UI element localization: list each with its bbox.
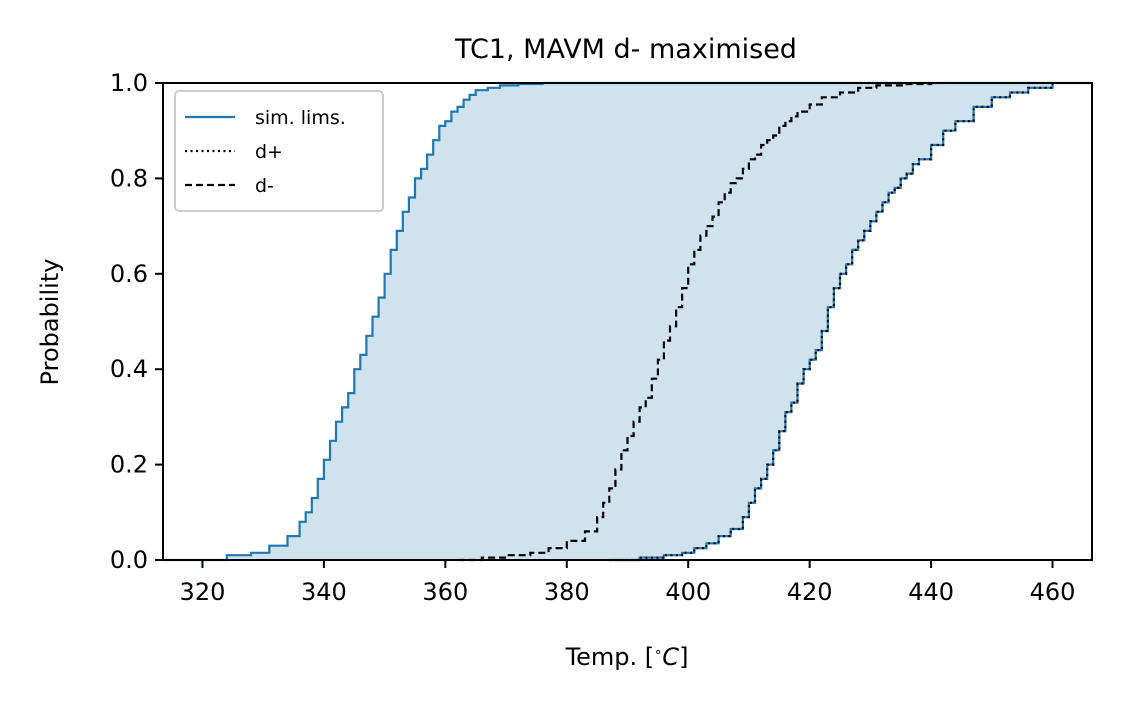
legend-label-sim-lims: sim. lims.	[255, 107, 346, 129]
y-tick-label: 0.8	[110, 164, 148, 192]
x-tick-label: 460	[1030, 578, 1076, 606]
x-tick-label: 320	[180, 578, 226, 606]
y-tick-label: 1.0	[110, 69, 148, 97]
legend-label-d-plus: d+	[255, 141, 283, 163]
legend-box	[174, 90, 384, 212]
series-d-minus	[457, 82, 933, 562]
chart-title: TC1, MAVM d- maximised	[454, 34, 797, 65]
x-tick-label: 440	[908, 578, 954, 606]
y-tick-label: 0.6	[110, 260, 148, 288]
series-sim-lims-left	[202, 82, 544, 562]
x-tick-label: 360	[422, 578, 468, 606]
legend-label-d-minus: d-	[255, 175, 274, 197]
series-d-plus	[609, 83, 1054, 562]
y-tick-label: 0.4	[110, 355, 148, 383]
x-tick-label: 380	[544, 578, 590, 606]
y-tick-label: 0.2	[110, 451, 148, 479]
x-tick-label: 420	[787, 578, 833, 606]
y-axis-label: Probability	[36, 259, 64, 386]
plot-frame	[162, 82, 1093, 561]
fill-between-area	[202, 83, 1053, 560]
x-tick-label: 340	[301, 578, 347, 606]
x-axis-label: Temp. [∘C]	[565, 643, 689, 671]
y-tick-label: 0.0	[110, 546, 148, 574]
x-tick-label: 400	[665, 578, 711, 606]
plot-area: 320 340 360 380 400 420 440 460 0.0 0.2 0.4 0.6 0.8 1…	[110, 69, 1093, 606]
